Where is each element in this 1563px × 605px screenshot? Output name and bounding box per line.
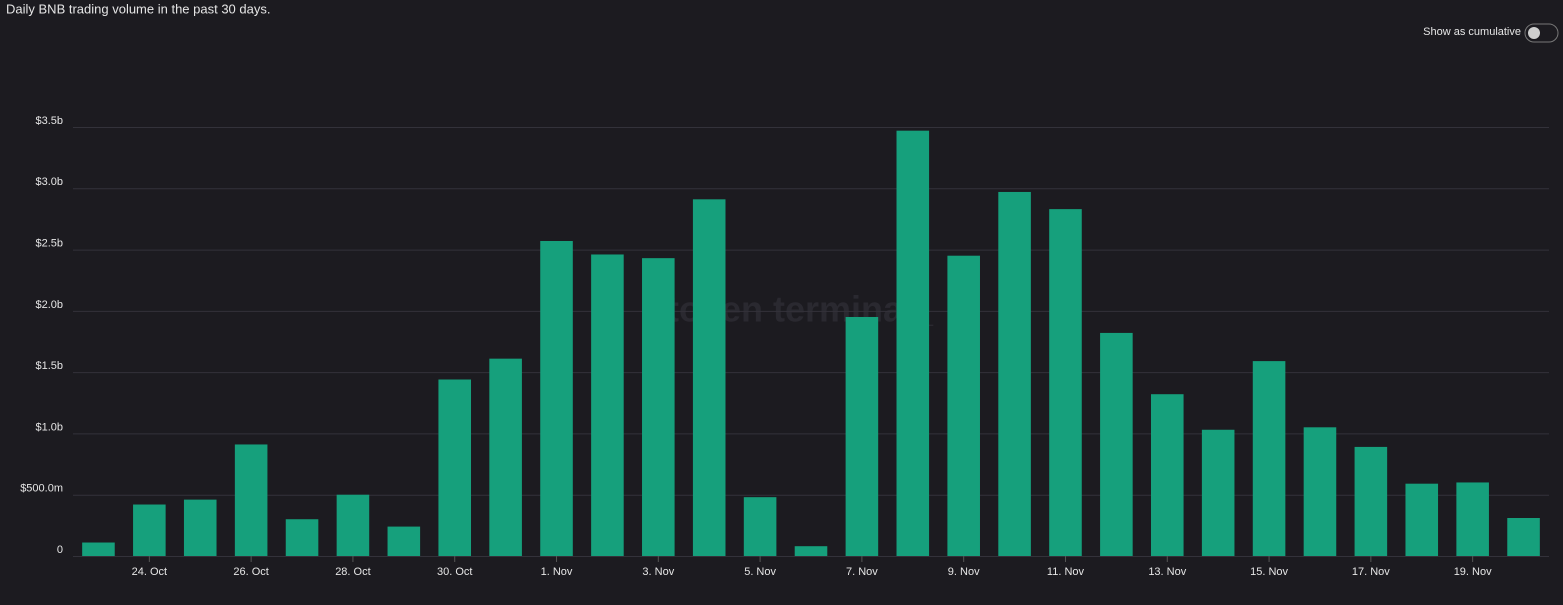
bar	[1303, 427, 1337, 556]
bar	[642, 258, 675, 556]
x-tick-label: 19. Nov	[1454, 566, 1492, 578]
bar	[540, 240, 573, 556]
bar	[183, 499, 217, 556]
bar	[1405, 483, 1439, 556]
bar	[82, 542, 115, 556]
y-tick-label: $500.0m	[20, 483, 63, 495]
x-tick-label: 17. Nov	[1352, 566, 1390, 578]
bar	[1049, 209, 1082, 556]
x-tick-label: 15. Nov	[1250, 566, 1288, 578]
bar	[133, 504, 166, 556]
x-tick-label: 7. Nov	[846, 566, 878, 578]
toggle-label[interactable]: Show as cumulative	[1423, 26, 1521, 38]
bar	[1507, 518, 1540, 556]
bar	[692, 199, 726, 556]
y-tick-label: $2.0b	[35, 299, 63, 311]
bar	[1100, 332, 1133, 556]
x-tick-label: 9. Nov	[948, 566, 980, 578]
bar	[387, 526, 421, 556]
bar	[285, 519, 319, 556]
bar	[591, 254, 624, 556]
bar	[896, 130, 930, 557]
bar	[438, 379, 472, 556]
bar	[336, 494, 370, 556]
bar	[1201, 429, 1235, 556]
bar	[1354, 446, 1388, 556]
bar	[1252, 361, 1286, 556]
y-tick-label: $3.5b	[35, 115, 63, 127]
x-tick-label: 3. Nov	[642, 566, 674, 578]
y-tick-label: 0	[57, 544, 63, 556]
bar	[947, 255, 980, 556]
bar	[845, 316, 879, 556]
x-tick-label: 13. Nov	[1148, 566, 1186, 578]
bar	[234, 444, 268, 556]
x-tick-label: 30. Oct	[437, 566, 472, 578]
chart-title: Daily BNB trading volume in the past 30 …	[6, 1, 270, 16]
y-tick-label: $1.5b	[35, 360, 63, 372]
bar	[1456, 482, 1489, 556]
bar	[998, 191, 1031, 556]
x-tick-label: 26. Oct	[233, 566, 268, 578]
bar	[1150, 394, 1184, 556]
x-tick-label: 24. Oct	[132, 566, 167, 578]
bar	[743, 497, 777, 556]
x-tick-label: 11. Nov	[1047, 566, 1085, 578]
toggle-knob[interactable]	[1528, 27, 1540, 39]
x-tick-label: 28. Oct	[335, 566, 370, 578]
y-tick-label: $2.5b	[35, 237, 63, 249]
bar	[489, 358, 522, 556]
x-tick-label: 1. Nov	[541, 566, 573, 578]
toggle[interactable]	[1524, 23, 1559, 43]
y-tick-label: $1.0b	[35, 421, 63, 433]
y-tick-label: $3.0b	[35, 176, 63, 188]
bar	[794, 546, 828, 556]
x-tick-label: 5. Nov	[744, 566, 776, 578]
